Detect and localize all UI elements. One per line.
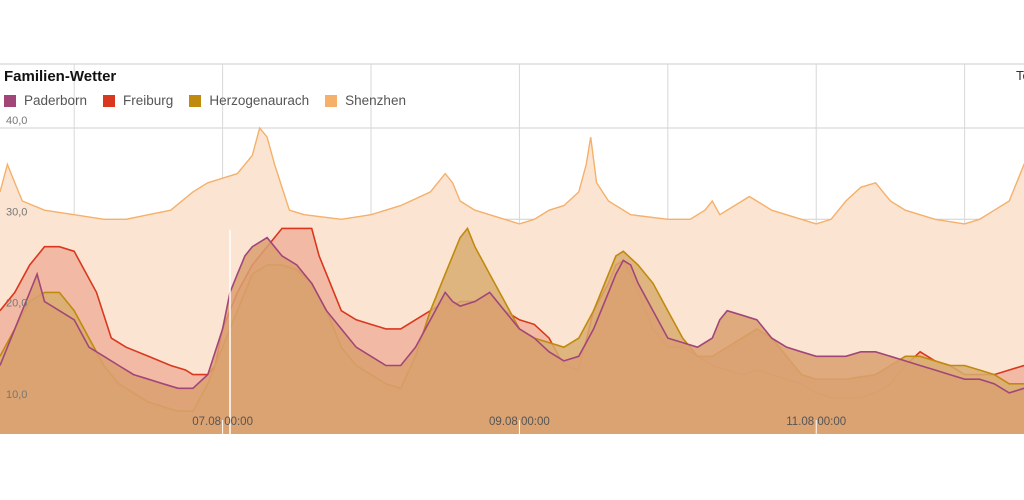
legend-swatch-freiburg bbox=[103, 94, 116, 107]
legend-item-herzogenaurach[interactable]: Herzogenaurach bbox=[189, 93, 309, 108]
y-tick-label: 40,0 bbox=[6, 115, 27, 127]
legend-label-paderborn: Paderborn bbox=[24, 93, 88, 108]
x-tick-label: 09.08 00:00 bbox=[489, 416, 550, 428]
legend-label-shenzhen: Shenzhen bbox=[345, 93, 406, 108]
x-tick-label: 11.08 00:00 bbox=[786, 416, 846, 428]
chart-title: Familien-Wetter bbox=[4, 68, 117, 85]
line-freiburg bbox=[0, 227, 1024, 399]
legend-item-shenzhen[interactable]: Shenzhen bbox=[325, 93, 406, 108]
line-paderborn bbox=[0, 236, 1024, 394]
x-tick-label: 07.08 00:00 bbox=[192, 416, 253, 428]
y-tick-label: 20,0 bbox=[6, 298, 27, 310]
legend-swatch-paderborn bbox=[4, 94, 16, 107]
legend-item-freiburg[interactable]: Freiburg bbox=[103, 93, 173, 108]
legend-item-paderborn[interactable]: Paderborn bbox=[4, 93, 87, 108]
chart-legend: Paderborn Freiburg Herzogenaurach Shenzh… bbox=[4, 93, 422, 108]
x-axis-ticks: 07.08 00:00 09.08 00:00 11.08 00:00 bbox=[192, 416, 846, 434]
chart-series-areas bbox=[0, 126, 1024, 434]
area-paderborn bbox=[0, 237, 1024, 434]
y-axis-ticks: 40,0 30,0 20,0 10,0 bbox=[6, 115, 27, 401]
legend-swatch-shenzhen bbox=[325, 94, 338, 107]
legend-label-freiburg: Freiburg bbox=[123, 93, 174, 108]
line-shenzhen bbox=[0, 126, 1024, 225]
y-tick-label: 30,0 bbox=[6, 206, 27, 218]
legend-swatch-herzogenaurach bbox=[189, 94, 202, 107]
y-tick-label: 10,0 bbox=[6, 389, 27, 401]
legend-label-herzogenaurach: Herzogenaurach bbox=[209, 93, 310, 108]
corner-label: Te bbox=[1016, 68, 1024, 83]
